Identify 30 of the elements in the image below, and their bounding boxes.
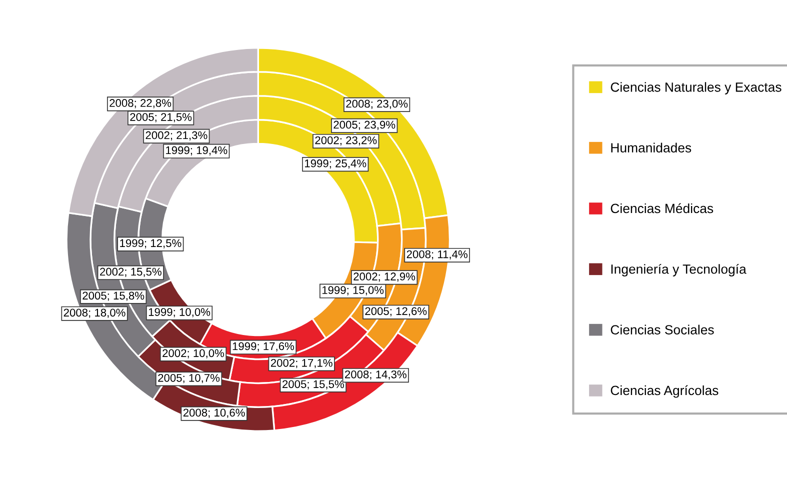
data-label: 1999; 17,6%	[232, 342, 294, 352]
data-label: 2005; 21,5%	[130, 113, 192, 122]
data-label: 2002; 17,1%	[270, 358, 332, 368]
legend-label: Ciencias Médicas	[610, 203, 714, 214]
data-label: 2005; 23,9%	[334, 120, 396, 130]
data-label: 1999; 12,5%	[120, 239, 182, 248]
data-label: 2005; 15,5%	[282, 380, 344, 390]
data-label: 2008; 11,4%	[406, 250, 468, 260]
data-label: 2005; 12,6%	[365, 307, 427, 316]
data-label: 2002; 10,0%	[162, 349, 224, 358]
data-label: 1999; 25,4%	[305, 159, 366, 169]
data-label: 2002; 21,3%	[146, 131, 208, 140]
data-label: 2002; 23,2%	[315, 136, 377, 146]
data-label: 2008; 14,3%	[345, 370, 406, 380]
legend-label: Ingeniería y Tecnología	[611, 264, 746, 276]
legend-label: Humanidades	[611, 142, 692, 152]
data-label: 1999; 15,0%	[322, 286, 384, 296]
legend-label: Ciencias Naturales y Exactas	[610, 82, 782, 94]
legend-label: Ciencias Sociales	[610, 324, 714, 334]
data-label: 2008; 18,0%	[64, 308, 126, 318]
data-label: 2008; 22,8%	[110, 99, 172, 108]
data-label: 2002; 12,9%	[354, 272, 416, 282]
data-label: 1999; 10,0%	[148, 308, 210, 318]
data-label: 2008; 23,0%	[346, 100, 408, 109]
data-label: 2005; 10,7%	[158, 374, 220, 384]
legend-label: Ciencias Agrícolas	[610, 385, 718, 398]
data-label: 2008; 10,6%	[183, 408, 245, 418]
data-label: 2002; 15,5%	[100, 268, 162, 277]
data-label: 1999; 19,4%	[166, 146, 228, 156]
data-label: 2005; 15,8%	[82, 292, 144, 301]
